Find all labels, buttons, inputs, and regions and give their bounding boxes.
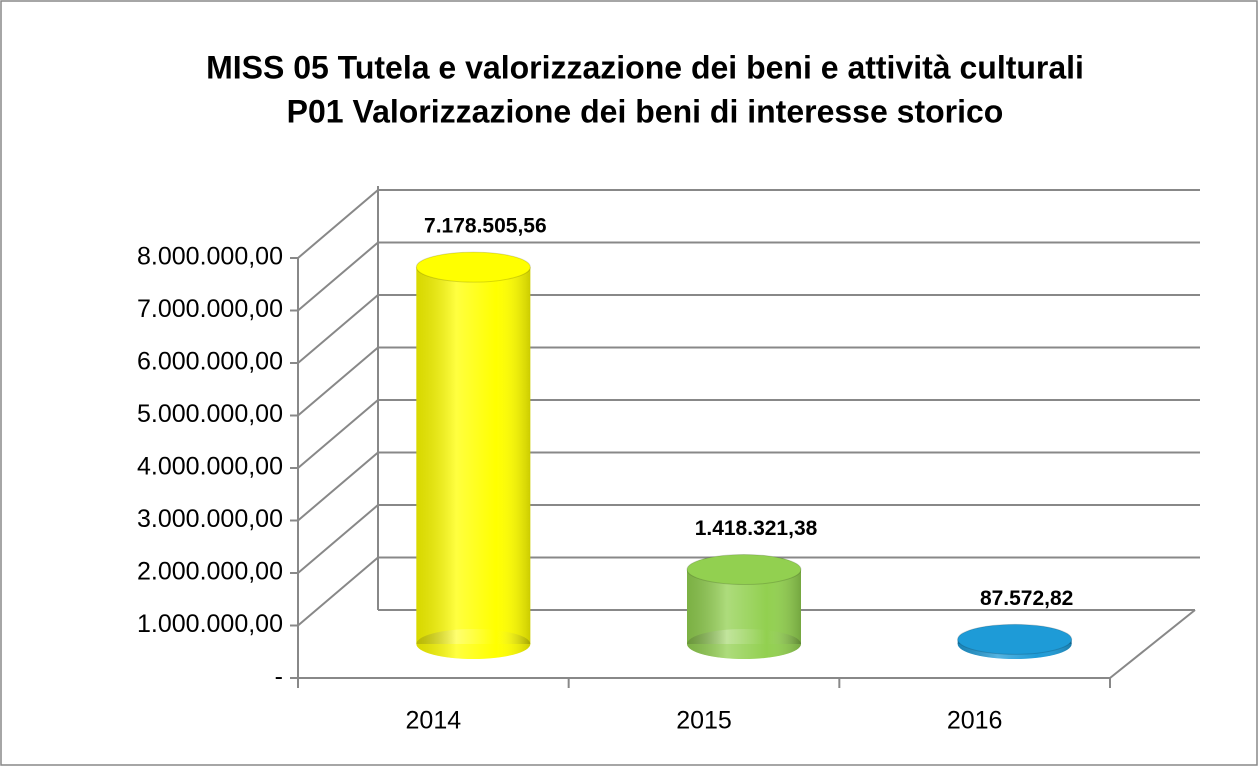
grid-line: [297, 399, 1200, 469]
value-label: 1.418.321,38: [695, 517, 818, 540]
chart-subtitle: P01 Valorizzazione dei beni di interesse…: [287, 93, 1004, 129]
y-tick-label: 6.000.000,00: [137, 348, 283, 376]
y-tick-label: 8.000.000,00: [137, 243, 283, 271]
chart-title: MISS 05 Tutela e valorizzazione dei beni…: [206, 49, 1084, 85]
grid-line: [297, 504, 1200, 574]
y-tick-label: 3.000.000,00: [137, 505, 283, 533]
value-label: 87.572,82: [980, 587, 1073, 610]
value-label: 7.178.505,56: [424, 215, 547, 238]
y-tick-label: 2.000.000,00: [137, 558, 283, 586]
y-tick-label: -: [275, 663, 283, 691]
y-tick-label: 4.000.000,00: [137, 453, 283, 481]
grid-line: [297, 556, 1200, 627]
y-tick-label: 1.000.000,00: [137, 610, 283, 638]
x-tick-label: 2015: [676, 707, 732, 735]
bar-top: [957, 623, 1073, 655]
grid-line: [297, 241, 1200, 312]
bar-top: [415, 251, 531, 283]
y-tick-label: 5.000.000,00: [137, 400, 283, 428]
grid-line: [297, 346, 1200, 417]
y-tick-label: 7.000.000,00: [137, 295, 283, 323]
grid-line: [297, 451, 1200, 522]
grid-line: [297, 294, 1200, 364]
x-tick-label: 2016: [947, 707, 1003, 735]
bar-body-shade: [416, 267, 531, 644]
x-tick-label: 2014: [406, 707, 462, 735]
floor-edge: [1109, 609, 1196, 679]
bar-top: [686, 554, 802, 586]
grid-line: [297, 189, 1200, 259]
